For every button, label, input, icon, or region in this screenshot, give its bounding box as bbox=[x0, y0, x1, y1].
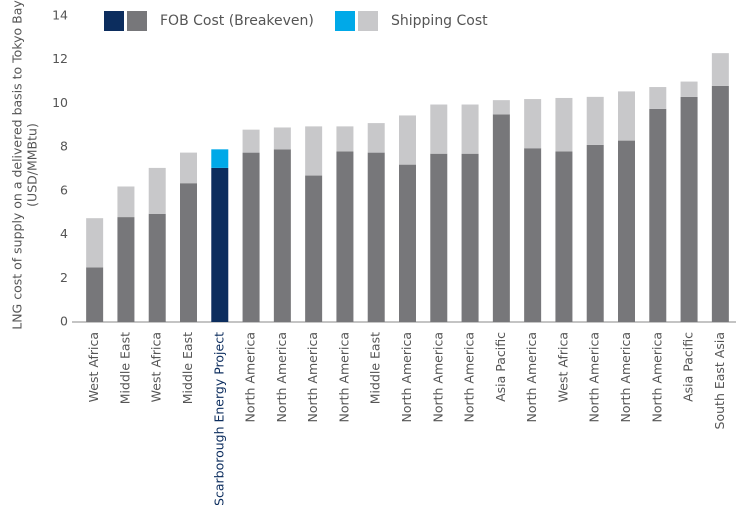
bar-segment bbox=[367, 152, 385, 322]
x-tick-label: Asia Pacific bbox=[493, 332, 508, 402]
legend-swatch bbox=[335, 11, 355, 31]
bar-segment bbox=[148, 167, 166, 214]
y-axis-title: (USD/MMBtu) bbox=[25, 123, 40, 207]
x-tick-label: North America bbox=[618, 332, 633, 423]
bar-segment bbox=[367, 123, 385, 153]
bar-segment bbox=[649, 87, 667, 109]
bar-segment bbox=[711, 85, 729, 322]
legend-label: Shipping Cost bbox=[391, 13, 488, 29]
y-tick-label: 0 bbox=[60, 314, 68, 329]
y-axis-title: LNG cost of supply on a delivered basis … bbox=[10, 0, 25, 330]
y-tick-label: 4 bbox=[60, 226, 68, 241]
x-tick-label: Scarborough Energy Project bbox=[211, 332, 226, 505]
bar-segment bbox=[148, 213, 166, 322]
legend-swatch bbox=[127, 11, 147, 31]
x-tick-label: North America bbox=[336, 332, 351, 423]
y-tick-label: 10 bbox=[52, 95, 68, 110]
x-tick-label: West Africa bbox=[555, 332, 570, 402]
bar-segment bbox=[680, 96, 698, 322]
bar-segment bbox=[586, 96, 604, 145]
bar-segment bbox=[273, 149, 291, 322]
bar-segment bbox=[86, 267, 104, 322]
x-tick-label: South East Asia bbox=[712, 332, 727, 429]
x-tick-label: North America bbox=[399, 332, 414, 423]
bar-segment bbox=[180, 152, 197, 184]
x-tick-label: North America bbox=[524, 332, 539, 423]
legend-swatch bbox=[358, 11, 378, 31]
bar-segment bbox=[461, 153, 479, 322]
x-tick-label: Asia Pacific bbox=[681, 332, 696, 402]
bar-segment bbox=[586, 144, 604, 322]
bar-segment bbox=[180, 183, 197, 322]
bar-segment bbox=[86, 218, 104, 268]
y-tick-label: 14 bbox=[52, 8, 68, 23]
x-tick-label: West Africa bbox=[149, 332, 164, 402]
bar-segment bbox=[492, 114, 510, 322]
legend-label: FOB Cost (Breakeven) bbox=[160, 13, 314, 29]
bar-segment bbox=[461, 104, 479, 154]
bar-segment bbox=[399, 164, 416, 322]
bar-segment bbox=[305, 175, 323, 322]
x-tick-label: Middle East bbox=[368, 332, 383, 404]
bar-segment bbox=[430, 104, 448, 154]
bar-segment bbox=[649, 108, 667, 323]
bar-segment bbox=[492, 100, 510, 115]
bar-segment bbox=[117, 217, 135, 322]
bar-segment bbox=[618, 91, 635, 141]
x-tick-label: North America bbox=[243, 332, 258, 423]
bar-segment bbox=[618, 140, 635, 322]
bar-segment bbox=[524, 99, 542, 149]
bar-segment bbox=[305, 126, 323, 176]
x-tick-label: North America bbox=[274, 332, 289, 423]
x-tick-label: North America bbox=[462, 332, 477, 423]
x-tick-label: Middle East bbox=[117, 332, 132, 404]
legend-swatch bbox=[104, 11, 124, 31]
x-tick-label: North America bbox=[587, 332, 602, 423]
bar-segment bbox=[273, 127, 291, 150]
y-tick-label: 6 bbox=[60, 182, 68, 197]
x-tick-label: West Africa bbox=[86, 332, 101, 402]
bar-segment bbox=[336, 126, 354, 152]
bar-segment bbox=[399, 115, 416, 165]
bar-segment bbox=[555, 151, 573, 322]
bar-segment bbox=[524, 148, 542, 322]
y-tick-label: 12 bbox=[52, 51, 68, 66]
y-tick-label: 2 bbox=[60, 270, 68, 285]
bar-segment bbox=[711, 53, 729, 86]
bar-segment bbox=[336, 151, 354, 322]
bar-segment bbox=[242, 129, 260, 153]
x-tick-label: North America bbox=[305, 332, 320, 423]
y-tick-label: 8 bbox=[60, 139, 68, 154]
bar-segment bbox=[211, 149, 229, 168]
bar-segment bbox=[117, 186, 135, 218]
bar-segment bbox=[555, 97, 573, 152]
bar-segment bbox=[430, 153, 448, 322]
x-tick-label: North America bbox=[649, 332, 664, 423]
bar-segment bbox=[211, 167, 229, 322]
bar-segment bbox=[680, 81, 698, 97]
x-tick-label: North America bbox=[430, 332, 445, 423]
bar-segment bbox=[242, 152, 260, 322]
x-tick-label: Middle East bbox=[180, 332, 195, 404]
